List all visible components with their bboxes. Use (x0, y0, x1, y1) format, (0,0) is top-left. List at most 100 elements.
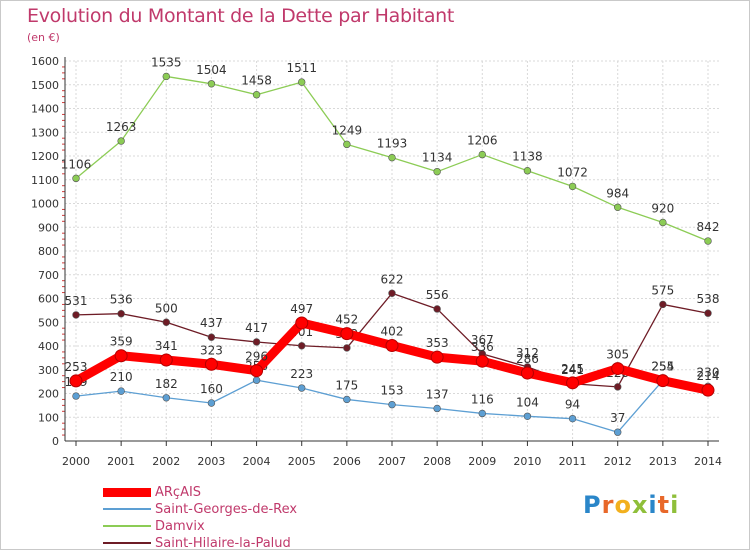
data-point-saint-hilaire-la-palud (433, 305, 441, 313)
logo-letter: P (583, 491, 602, 519)
data-point-damvix (478, 150, 486, 159)
data-point-saint-georges-de-rex (72, 392, 80, 400)
data-point-damvix (72, 174, 80, 183)
data-point-saint-hilaire-la-palud (252, 338, 261, 346)
data-label-ar-ais: 286 (516, 352, 539, 366)
legend-label-arcais: ARçAIS (155, 485, 202, 500)
data-label-saint-georges-de-rex: 175 (335, 378, 358, 392)
data-point-ar-ais (701, 383, 715, 397)
y-tick-label: 700 (38, 269, 59, 282)
legend-swatch-damvix (103, 525, 151, 527)
data-label-saint-hilaire-la-palud: 417 (245, 321, 268, 335)
logo-letter: i (670, 491, 680, 519)
data-label-ar-ais: 402 (381, 325, 404, 339)
logo-letter: r (601, 491, 615, 519)
data-point-damvix (298, 78, 306, 86)
proxiti-logo: Proxiti (583, 491, 679, 519)
legend-swatch-arcais (103, 488, 151, 497)
data-point-ar-ais (69, 374, 83, 388)
logo-letter: x (631, 491, 649, 519)
data-label-ar-ais: 359 (110, 335, 133, 349)
data-label-saint-hilaire-la-palud: 531 (65, 294, 88, 308)
data-label-saint-georges-de-rex: 137 (426, 387, 449, 401)
data-point-saint-hilaire-la-palud (388, 289, 396, 297)
y-tick-label: 1200 (31, 150, 59, 163)
data-point-ar-ais (475, 354, 489, 368)
data-point-damvix (614, 203, 622, 212)
data-point-saint-georges-de-rex (614, 428, 622, 436)
data-label-saint-hilaire-la-palud: 575 (651, 283, 674, 297)
data-point-saint-georges-de-rex (117, 387, 125, 395)
data-point-ar-ais (114, 349, 128, 363)
data-point-damvix (523, 167, 532, 175)
x-tick-label: 2002 (152, 455, 180, 468)
y-tick-label: 0 (52, 435, 59, 448)
data-point-ar-ais (340, 327, 354, 341)
data-label-ar-ais: 497 (290, 302, 313, 316)
data-label-saint-georges-de-rex: 37 (610, 411, 625, 425)
data-point-ar-ais (566, 376, 580, 390)
data-label-saint-georges-de-rex: 94 (565, 398, 580, 412)
y-tick-label: 1300 (31, 126, 59, 139)
data-label-saint-georges-de-rex: 153 (381, 384, 404, 398)
x-tick-label: 2003 (197, 455, 225, 468)
data-label-damvix: 1193 (377, 137, 408, 151)
data-point-ar-ais (159, 353, 173, 367)
x-tick-label: 2009 (468, 455, 496, 468)
data-label-ar-ais: 341 (155, 339, 178, 353)
data-label-saint-hilaire-la-palud: 367 (471, 333, 494, 347)
logo-letter: t (657, 491, 671, 519)
data-label-damvix: 1263 (106, 120, 137, 134)
x-tick-label: 2006 (333, 455, 361, 468)
data-point-ar-ais (430, 350, 444, 364)
data-point-damvix (704, 237, 712, 245)
data-point-saint-hilaire-la-palud (117, 310, 125, 318)
x-tick-label: 2004 (243, 455, 271, 468)
data-label-saint-georges-de-rex: 255 (651, 359, 674, 373)
data-label-damvix: 920 (651, 202, 674, 216)
logo-letter: i (648, 491, 658, 519)
data-label-saint-hilaire-la-palud: 622 (381, 272, 404, 286)
data-point-damvix (207, 80, 216, 88)
data-point-saint-hilaire-la-palud (207, 333, 216, 341)
data-label-ar-ais: 452 (335, 313, 358, 327)
y-tick-label: 400 (38, 340, 59, 353)
x-tick-label: 2011 (559, 455, 587, 468)
legend-label-damvix: Damvix (155, 519, 205, 534)
data-label-saint-georges-de-rex: 116 (471, 392, 494, 406)
data-label-damvix: 842 (697, 220, 720, 234)
data-label-damvix: 1206 (467, 134, 498, 148)
y-tick-label: 300 (38, 364, 59, 377)
y-tick-label: 900 (38, 221, 59, 234)
data-point-saint-georges-de-rex (433, 404, 441, 413)
y-tick-label: 1600 (31, 55, 59, 68)
legend-label-saint-georges: Saint-Georges-de-Rex (155, 502, 298, 517)
y-tick-label: 1100 (31, 174, 59, 187)
data-label-damvix: 1458 (241, 74, 272, 88)
data-point-damvix (433, 167, 441, 176)
data-point-ar-ais (520, 366, 534, 380)
legend-swatch-saint-georges (103, 508, 151, 510)
x-tick-label: 2010 (513, 455, 541, 468)
data-label-saint-georges-de-rex: 223 (290, 367, 313, 381)
data-label-damvix: 1134 (422, 151, 453, 165)
x-tick-label: 2000 (62, 455, 90, 468)
x-tick-label: 2001 (107, 455, 135, 468)
data-label-saint-hilaire-la-palud: 500 (155, 301, 178, 315)
data-point-saint-hilaire-la-palud (659, 300, 667, 309)
legend-label-saint-hilaire: Saint-Hilaire-la-Palud (155, 536, 291, 551)
x-tick-label: 2013 (649, 455, 677, 468)
data-label-saint-hilaire-la-palud: 538 (697, 292, 720, 306)
legend-swatch-saint-hilaire (103, 542, 151, 544)
data-point-ar-ais (250, 364, 264, 378)
data-point-damvix (117, 137, 125, 145)
data-label-ar-ais: 245 (561, 362, 584, 376)
data-point-ar-ais (204, 357, 218, 371)
data-point-ar-ais (295, 316, 309, 330)
y-tick-label: 1000 (31, 198, 59, 211)
data-label-ar-ais: 296 (245, 350, 268, 364)
data-label-damvix: 984 (606, 186, 629, 200)
y-tick-label: 100 (38, 411, 59, 424)
data-label-ar-ais: 353 (426, 336, 449, 350)
